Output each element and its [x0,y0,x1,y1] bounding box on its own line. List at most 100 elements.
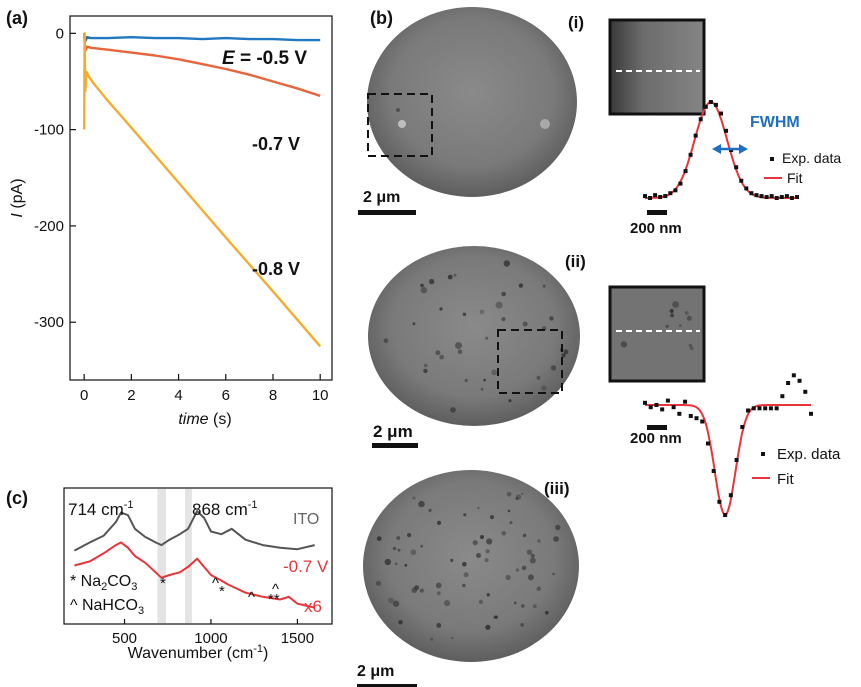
dark-spot [678,324,682,327]
data-point [809,411,813,416]
data-point [786,381,791,385]
dark-spot [494,615,498,619]
marker-caret-3: ^ [272,581,279,598]
legend-exp-i: Exp. data [782,150,841,166]
spectrum-line-0 [73,510,315,552]
data-point [705,441,710,446]
data-point [749,191,754,196]
panel-b: (b) (i) 2 μm (ii) 2 μm (iii) 2 μm [357,7,841,687]
dark-spot [509,521,513,525]
dark-spot [515,497,519,500]
dark-spot [501,291,507,297]
dark-spot [513,601,517,605]
x-tick-label-a: 0 [80,387,88,404]
dark-spot [398,620,403,625]
data-point [763,406,768,411]
data-point [683,169,688,174]
x-tick-label-c: 1000 [194,630,227,647]
dark-spot [537,539,541,543]
inset-image-i [610,20,704,114]
legend-fit-i: Fit [787,170,803,186]
x-tick-label-a: 4 [174,387,182,404]
marker-caret-2: ^ [248,589,255,606]
dark-spot [450,558,454,563]
data-point [658,195,663,200]
scalebar-nm-i [647,210,667,215]
dark-spot [375,580,381,586]
particle-image-i [367,7,577,197]
fwhm-arrowhead [739,144,748,154]
panel-label-b: (b) [370,8,393,28]
y-tick-label-a: -300 [34,314,64,331]
dark-spot [485,336,489,340]
x-axis-label-c: Wavenumber (cm-1) [128,643,269,662]
dark-spot [420,286,428,294]
dark-spot [518,283,524,288]
dark-spot [507,509,511,513]
dark-spot [527,574,534,581]
legend-exp-ii: Exp. data [777,446,841,463]
dark-spot [447,274,453,280]
dark-spot [444,600,451,607]
dark-spot [672,301,679,308]
data-point [677,411,682,416]
scalebar-label-ii: 2 μm [373,422,413,441]
series-label-08v: -0.8 V [252,259,300,279]
dark-spot [521,492,524,496]
data-point [683,399,688,404]
dark-spot [420,283,424,288]
dark-spot [501,531,507,536]
dark-spot [394,562,398,566]
dark-spot [536,586,542,592]
dark-spot [665,324,669,329]
chart-c-frame [63,487,333,625]
dark-spot [521,565,527,571]
panel-a: (a) 0 2 4 6 8 10 0 -100 -200 -300 E = -0.5 V -0.7… [6,8,333,428]
dark-spot [464,378,468,383]
dark-spot [397,548,401,552]
dark-spot [542,284,546,288]
bright-spot [398,120,406,128]
dark-spot [536,375,541,380]
dark-spot [485,624,491,630]
dark-spot [491,369,497,376]
dark-spot [429,278,435,285]
particle-image-ii [368,246,580,426]
data-point [734,165,739,170]
dark-spot [477,506,480,510]
data-point [708,100,713,104]
scalebar-i [358,210,416,215]
data-point [740,425,745,429]
scalebar-ii [372,443,418,448]
data-point [694,416,699,421]
dark-spot [439,307,443,311]
series-label-red: -0.7 V [283,557,329,576]
y-tick-label-a: -100 [34,122,64,139]
series-line-a-0 [83,33,321,43]
highlight-band [185,489,192,623]
dark-spot [669,308,674,314]
dark-spot [451,636,454,640]
data-point [724,128,729,133]
dark-spot [506,491,512,497]
data-point [703,104,708,109]
dark-spot [463,572,469,578]
dark-spot [472,540,478,546]
data-point [739,178,744,183]
dark-spot [479,309,485,315]
dark-spot [414,585,420,590]
dark-spot [450,407,456,413]
y-tick-label-a: -200 [34,218,64,235]
dark-spot [436,520,442,525]
dark-spot [484,558,489,563]
dark-spot [563,349,569,355]
data-point [673,188,678,193]
dark-spot [384,558,391,566]
marker-star-1: * [160,575,166,592]
series-label-07v: -0.7 V [252,134,300,154]
dark-spot [541,385,547,391]
dark-spot [410,549,417,556]
dark-spot [684,311,689,315]
data-point [717,499,722,504]
dark-spot [480,387,484,391]
